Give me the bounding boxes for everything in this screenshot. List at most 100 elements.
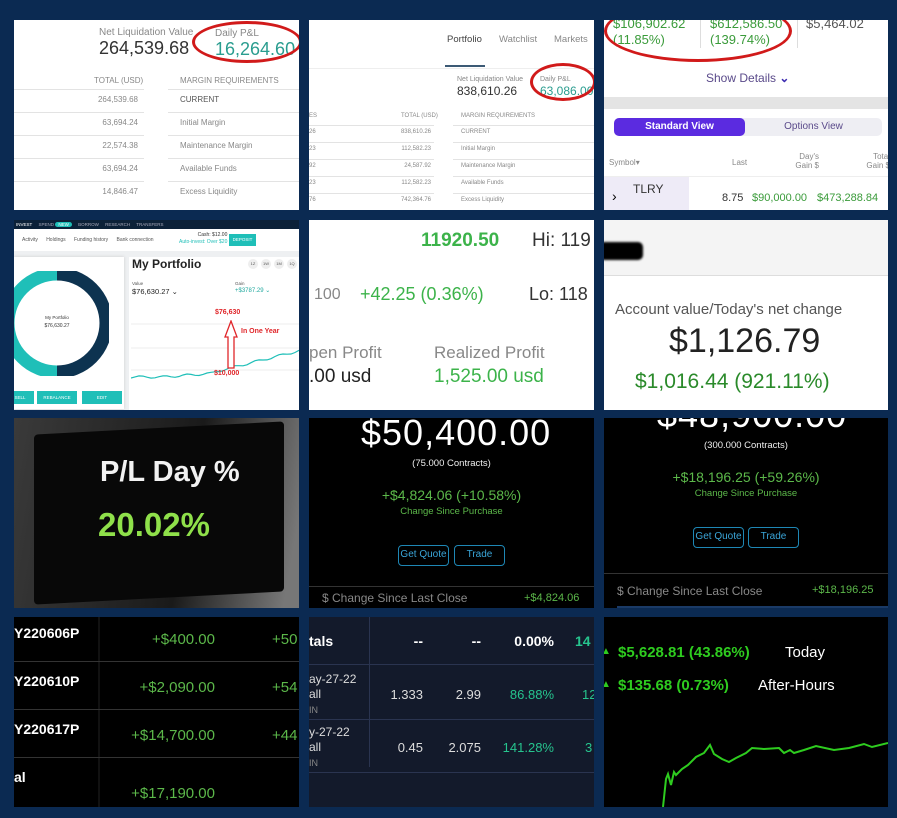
since-close-label: $ Change Since Last Close bbox=[322, 591, 468, 605]
header-band bbox=[604, 220, 888, 276]
contract-status: IN bbox=[309, 705, 318, 715]
row-divider bbox=[168, 135, 299, 136]
row-divider bbox=[14, 709, 299, 710]
total-cell: 112,582.23 bbox=[401, 180, 431, 186]
deposit-button[interactable]: DEPOSIT bbox=[229, 234, 256, 246]
quantity: 100 bbox=[314, 286, 341, 303]
tab-portfolio[interactable]: Portfolio bbox=[447, 34, 482, 45]
change-since-purchase: +$4,824.06 (+10.58%) bbox=[381, 487, 522, 503]
net-liq-value: 838,610.26 bbox=[457, 84, 518, 98]
nav-research[interactable]: RESEARCH bbox=[105, 222, 131, 227]
extra-cell: +50 bbox=[272, 631, 298, 648]
row-divider bbox=[309, 193, 434, 194]
net-change: $1,016.44 (921.11%) bbox=[635, 370, 830, 393]
margin-cell: Available Funds bbox=[180, 164, 237, 173]
red-circle-annotation bbox=[604, 20, 792, 62]
row-symbol[interactable]: TLRY bbox=[633, 182, 664, 196]
total-cell: 24,587.92 bbox=[404, 163, 431, 169]
cash: Cash: $12.00 bbox=[197, 232, 228, 238]
expand-chevron-icon[interactable]: › bbox=[612, 188, 617, 204]
today-label: Today bbox=[785, 644, 826, 661]
red-circle-annotation bbox=[530, 63, 594, 101]
row-divider bbox=[168, 158, 299, 159]
nav-spend[interactable]: SPEND bbox=[38, 222, 55, 227]
annotation-mid: In One Year bbox=[241, 328, 280, 335]
contract-type: all bbox=[309, 687, 322, 701]
row-divider bbox=[453, 159, 594, 160]
new-badge: NEW bbox=[55, 222, 72, 227]
high: Hi: 119 bbox=[532, 230, 591, 251]
range-chip-0[interactable]: 1Z bbox=[248, 259, 258, 269]
portfolio-value[interactable]: $76,630.27 ⌄ bbox=[132, 287, 178, 296]
donut-segment-teal bbox=[14, 271, 58, 376]
range-chip-1[interactable]: 1W bbox=[261, 259, 271, 269]
annotation-bottom: $10,000 bbox=[214, 370, 240, 377]
trade-button[interactable]: Trade bbox=[748, 527, 799, 548]
robinhood-day-gain: ▲ $5,628.81 (43.86%) Today ▲ $135.68 (0.… bbox=[604, 617, 888, 807]
since-close-label: $ Change Since Last Close bbox=[617, 584, 763, 598]
tab-watchlist[interactable]: Watchlist bbox=[499, 34, 538, 45]
tab-markets[interactable]: Markets bbox=[554, 34, 588, 45]
portfolio-gain[interactable]: +$3787.29 ⌄ bbox=[235, 288, 271, 294]
range-chip-3[interactable]: 1Q bbox=[287, 259, 297, 269]
contract-cell: y-27-22 all IN bbox=[309, 725, 350, 771]
symbol-header[interactable]: Symbol▾ bbox=[609, 158, 640, 167]
chevron-down-icon: ⌄ bbox=[779, 71, 790, 85]
col-a: 1.333 bbox=[390, 687, 423, 702]
portfolio-line-chart bbox=[131, 323, 299, 379]
subnav-activity[interactable]: Activity bbox=[22, 237, 38, 243]
option-position-1: $50,400.00 (75.000 Contracts) +$4,824.06… bbox=[309, 418, 594, 608]
tab-underline bbox=[445, 65, 485, 67]
total-cell: 14,846.47 bbox=[102, 187, 138, 196]
margin-cell: Excess Liquidity bbox=[180, 187, 238, 196]
subnav-bank-connection[interactable]: Bank connection bbox=[116, 237, 154, 243]
total-cell: 63,694.24 bbox=[102, 164, 138, 173]
left-cell: 23 bbox=[309, 180, 316, 186]
range-chip-2[interactable]: 1M bbox=[274, 259, 284, 269]
get-quote-button[interactable]: Get Quote bbox=[693, 527, 744, 548]
portfolio-title: My Portfolio bbox=[132, 257, 202, 271]
top-nav: INVEST SPEND NEW BORROW RESEARCH TRANSFE… bbox=[14, 220, 299, 229]
intraday-line bbox=[662, 742, 888, 807]
show-details-label: Show Details bbox=[706, 71, 777, 85]
contract-date: ay-27-22 bbox=[309, 672, 357, 686]
account-value: $1,126.79 bbox=[669, 322, 821, 360]
position-value: $50,400.00 bbox=[361, 418, 552, 453]
nav-borrow[interactable]: BORROW bbox=[78, 222, 99, 227]
row-divider bbox=[309, 176, 434, 177]
margin-header: MARGIN REQUIREMENTS bbox=[461, 113, 536, 119]
last-header: Last bbox=[732, 158, 748, 167]
days-gain-header: Day's Gain $ bbox=[795, 152, 819, 170]
edit-button[interactable]: EDIT bbox=[82, 391, 122, 404]
net-liq-value: 264,539.68 bbox=[99, 38, 190, 58]
change-since-purchase-label: Change Since Purchase bbox=[400, 506, 503, 517]
gain-cell: +$17,190.00 bbox=[131, 785, 215, 802]
get-quote-button[interactable]: Get Quote bbox=[398, 545, 449, 566]
nav-invest[interactable]: INVEST bbox=[16, 222, 33, 227]
row-divider bbox=[309, 142, 434, 143]
col-a: 0.45 bbox=[397, 740, 423, 755]
subnav-funding-history[interactable]: Funding history bbox=[74, 237, 109, 243]
subnav-holdings[interactable]: Holdings bbox=[46, 237, 66, 243]
sell-button[interactable]: SELL bbox=[14, 391, 34, 404]
donut-center: My Portfolio $76,630.27 bbox=[34, 314, 80, 330]
standard-view-button[interactable]: Standard View bbox=[614, 118, 745, 136]
after-hours-label: After-Hours bbox=[758, 677, 835, 694]
total-header: TOTAL (USD) bbox=[94, 76, 144, 85]
intraday-line-chart bbox=[662, 742, 888, 807]
ib-account-summary-1: Net Liquidation Value 264,539.68 Daily P… bbox=[14, 20, 299, 210]
options-view-button[interactable]: Options View bbox=[784, 121, 843, 132]
rebalance-button[interactable]: REBALANCE bbox=[37, 391, 77, 404]
up-triangle-icon: ▲ bbox=[604, 646, 611, 657]
divider bbox=[604, 573, 888, 574]
trade-button[interactable]: Trade bbox=[454, 545, 505, 566]
futures-quote: 11920.50 Hi: 119 100 +42.25 (0.36%) Lo: … bbox=[309, 220, 594, 410]
show-details-button[interactable]: Show Details ⌄ bbox=[706, 71, 789, 85]
row-divider bbox=[14, 135, 144, 136]
left-cell: 26 bbox=[309, 129, 316, 135]
symbol-cell: Y220617P bbox=[14, 721, 80, 737]
row-days-gain: $90,000.00 bbox=[752, 192, 808, 204]
nav-transfers[interactable]: TRANSFERS bbox=[136, 222, 164, 227]
price-change: +42.25 (0.36%) bbox=[360, 284, 484, 304]
row-divider bbox=[309, 772, 594, 773]
